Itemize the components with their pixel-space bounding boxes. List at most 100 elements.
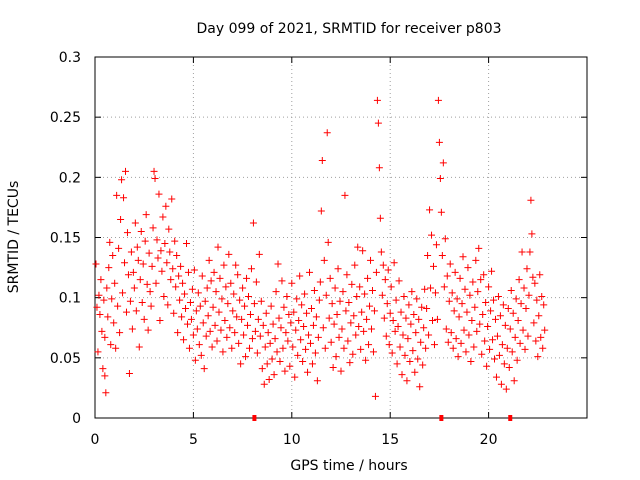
data-point (281, 367, 289, 375)
data-point (246, 311, 254, 319)
data-point (97, 276, 105, 284)
y-tick-label: 0.15 (50, 231, 81, 247)
data-point (259, 321, 267, 329)
data-point (523, 265, 531, 273)
data-point (531, 279, 539, 287)
data-point (468, 317, 476, 325)
data-point (137, 227, 145, 235)
data-point (226, 324, 234, 332)
data-point (423, 304, 431, 312)
data-point (419, 361, 427, 369)
data-point (191, 356, 199, 364)
data-point (431, 289, 439, 297)
data-point (183, 320, 191, 328)
data-point (237, 360, 245, 368)
data-point (170, 309, 178, 317)
data-point (175, 272, 183, 280)
data-point (516, 339, 524, 347)
data-point (197, 351, 205, 359)
data-point (273, 348, 281, 356)
data-point (481, 337, 489, 345)
data-point (342, 307, 350, 315)
data-point (491, 355, 499, 363)
data-point (429, 262, 437, 270)
data-point (466, 291, 474, 299)
data-point (476, 320, 484, 328)
data-point (109, 252, 117, 260)
data-point (398, 371, 406, 379)
data-point (461, 285, 469, 293)
data-point (112, 344, 120, 352)
data-point (225, 250, 233, 258)
data-point (320, 256, 328, 264)
data-point (122, 308, 130, 316)
data-point (314, 333, 322, 341)
data-point (238, 315, 246, 323)
data-point (509, 309, 517, 317)
data-point (502, 385, 510, 393)
data-point (164, 301, 172, 309)
data-point (132, 307, 140, 315)
data-point (205, 256, 213, 264)
data-point (458, 300, 466, 308)
data-point (193, 325, 201, 333)
data-point (183, 240, 191, 248)
data-point (369, 348, 377, 356)
data-point (486, 345, 494, 353)
data-point (432, 241, 440, 249)
data-point (392, 296, 400, 304)
data-point (147, 302, 155, 310)
data-point (168, 195, 176, 203)
data-point (296, 272, 304, 280)
data-point (411, 368, 419, 376)
data-point (255, 250, 263, 258)
data-point (363, 315, 371, 323)
data-point (506, 325, 514, 333)
data-point (176, 296, 184, 304)
data-point (111, 279, 119, 287)
data-point (188, 285, 196, 293)
data-point (433, 315, 441, 323)
data-point (222, 283, 230, 291)
data-point (331, 284, 339, 292)
data-point (272, 288, 280, 296)
data-point (151, 175, 159, 183)
data-point (440, 283, 448, 291)
data-point (295, 317, 303, 325)
data-point (521, 345, 529, 353)
data-point (375, 164, 383, 172)
data-point (460, 326, 468, 334)
data-point (448, 289, 456, 297)
data-point (497, 380, 505, 388)
data-point (324, 238, 332, 246)
data-point (144, 326, 152, 334)
data-point (496, 312, 504, 320)
data-point (517, 300, 525, 308)
data-point (437, 208, 445, 216)
data-point (480, 271, 488, 279)
data-point (471, 303, 479, 311)
data-point (236, 296, 244, 304)
data-point (381, 276, 389, 284)
data-point (373, 96, 381, 104)
data-point (203, 284, 211, 292)
data-point (166, 248, 174, 256)
data-point (401, 351, 409, 359)
data-point (140, 315, 148, 323)
data-point (353, 292, 361, 300)
data-point (107, 341, 115, 349)
data-point (179, 279, 187, 287)
data-point (339, 288, 347, 296)
data-point (328, 300, 336, 308)
data-point (434, 96, 442, 104)
data-point (195, 341, 203, 349)
data-point (228, 344, 236, 352)
data-point (453, 295, 461, 303)
data-point (479, 311, 487, 319)
data-point (122, 167, 130, 175)
data-point (181, 290, 189, 298)
data-point (283, 292, 291, 300)
data-point (504, 304, 512, 312)
data-point (442, 325, 450, 333)
